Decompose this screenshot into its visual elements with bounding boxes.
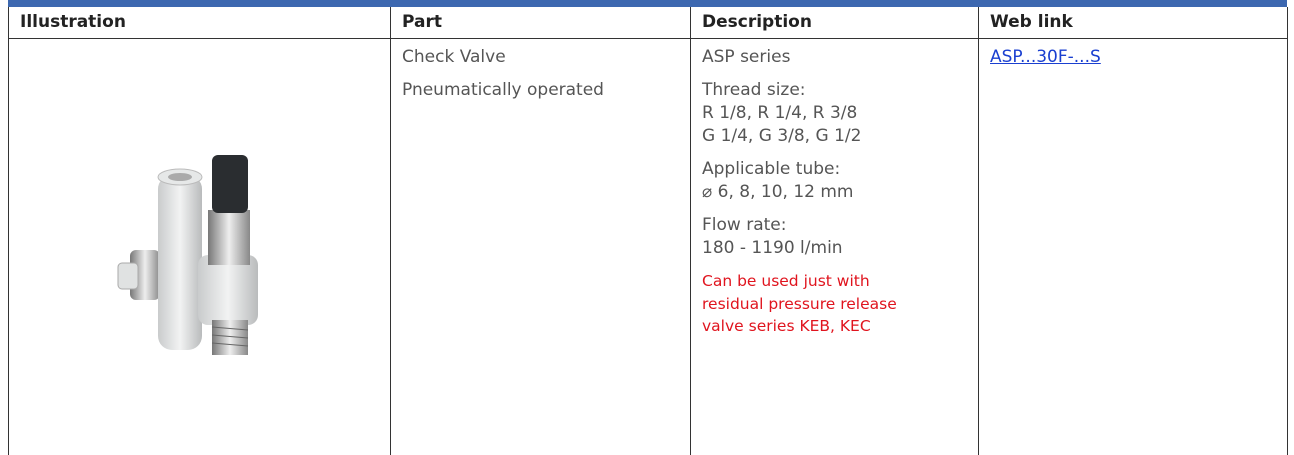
description-text: G 1/4, G 3/8, G 1/2 <box>702 126 862 146</box>
border <box>390 7 391 455</box>
border <box>8 7 9 455</box>
description-text: R 1/8, R 1/4, R 3/8 <box>702 103 858 123</box>
description-text: ⌀ 6, 8, 10, 12 mm <box>702 182 854 202</box>
description-paragraph: ASP series <box>702 46 897 69</box>
description-text: Flow rate: <box>702 215 787 235</box>
description-paragraph: Flow rate: 180 - 1190 l/min <box>702 214 897 260</box>
header: Illustration <box>20 12 126 32</box>
product-image <box>117 155 258 355</box>
border <box>978 7 979 455</box>
part-cell: Check Valve Pneumatically operated <box>402 46 604 112</box>
note-text: valve series KEB, KEC <box>702 317 871 335</box>
border <box>1287 7 1288 455</box>
border <box>690 7 691 455</box>
note: Can be used just with residual pressure r… <box>702 270 897 338</box>
header: Web link <box>990 12 1073 32</box>
header-border <box>8 38 1287 39</box>
description-paragraph: Thread size: R 1/8, R 1/4, R 3/8 G 1/4, G … <box>702 79 897 148</box>
header: Description <box>702 12 812 32</box>
description-text: Thread size: <box>702 80 806 100</box>
web-link[interactable]: ASP...30F-...S <box>990 47 1101 67</box>
header: Part <box>402 12 442 32</box>
description-text: 180 - 1190 l/min <box>702 238 843 258</box>
description-cell: ASP series Thread size: R 1/8, R 1/4, R 3/… <box>702 46 897 338</box>
description-text: ASP series <box>702 47 791 67</box>
description-paragraph: Applicable tube: ⌀ 6, 8, 10, 12 mm <box>702 158 897 204</box>
note-text: Can be used just with <box>702 272 870 290</box>
part-text: Check Valve <box>402 47 506 67</box>
top-bar <box>8 0 1287 7</box>
note-text: residual pressure release <box>702 294 897 313</box>
link-cell: ASP...30F-...S <box>990 46 1101 69</box>
description-text: Applicable tube: <box>702 159 841 179</box>
part-text: Pneumatically operated <box>402 80 604 100</box>
